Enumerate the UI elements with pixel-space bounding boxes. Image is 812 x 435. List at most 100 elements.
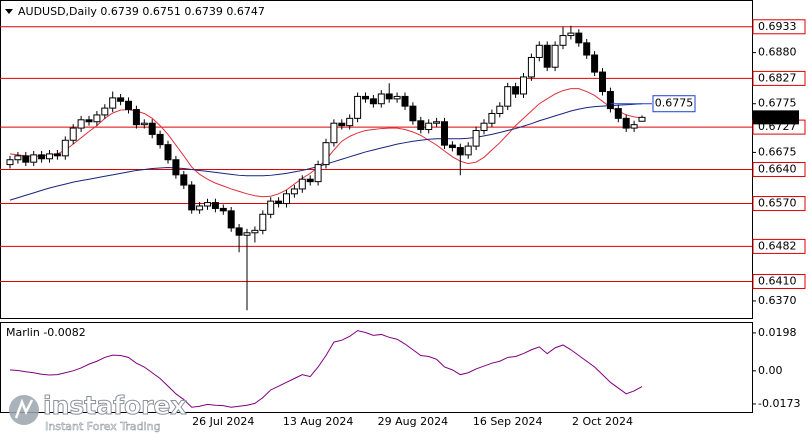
candle-body <box>156 133 164 146</box>
candle-body <box>267 200 275 215</box>
annotation-label: 0.6775 <box>655 97 694 110</box>
candle-body <box>132 109 140 126</box>
candle-body <box>551 44 559 68</box>
level-label-box <box>752 70 806 86</box>
candle-body <box>117 97 125 102</box>
candle-body <box>172 159 180 176</box>
candle-body <box>69 127 77 141</box>
candle-body <box>53 153 61 157</box>
candle-body <box>196 205 204 211</box>
candle-body <box>622 117 630 129</box>
candle-body <box>290 188 298 195</box>
candle-body <box>409 105 417 122</box>
candle-body <box>235 227 243 236</box>
price-panel-frame <box>0 0 753 319</box>
candle-body <box>283 193 290 205</box>
indicator-title: Marlin -0.0082 <box>6 326 86 339</box>
candle-body <box>630 124 638 129</box>
candle-body <box>417 120 425 131</box>
level-label-box <box>752 273 806 289</box>
candle-body <box>346 117 354 127</box>
oscillator-panel-frame <box>0 322 753 413</box>
oscillator-line <box>9 330 643 408</box>
candle-body <box>85 119 93 123</box>
candle-body <box>385 93 393 100</box>
candle-body <box>464 145 472 156</box>
y-tick-label: 0.6370 <box>758 294 797 307</box>
candle-body <box>188 184 196 211</box>
candle-body <box>583 42 591 56</box>
candle-body <box>472 130 480 147</box>
level-label: 0.6827 <box>758 71 797 84</box>
watermark: instaforex Instant Forex Trading <box>9 391 187 433</box>
candle-body <box>614 108 622 119</box>
candle-body <box>330 122 338 144</box>
candle-body <box>543 44 551 68</box>
candle-body <box>251 229 259 234</box>
candle-body <box>298 178 306 190</box>
level-label: 0.6933 <box>758 20 797 33</box>
candle-body <box>93 114 101 123</box>
candle-body <box>148 122 156 135</box>
level-label: 0.6570 <box>758 197 797 210</box>
symbol-marker <box>5 9 13 14</box>
watermark-name: instaforex <box>43 391 187 420</box>
candle-body <box>38 154 46 160</box>
candle-body <box>14 155 22 161</box>
candle-body <box>512 86 520 95</box>
candle-body <box>520 76 527 95</box>
candle-body <box>606 91 614 110</box>
x-tick-label: 13 Aug 2024 <box>283 415 353 428</box>
candle-body <box>591 54 599 73</box>
candle-body <box>433 121 441 124</box>
candle-body <box>6 159 14 166</box>
candle-body <box>338 122 346 127</box>
candle-body <box>259 213 267 231</box>
last-price-box <box>753 110 799 125</box>
candle-body <box>164 144 172 161</box>
last-price-label: 0.6747 <box>758 110 797 123</box>
candle-body <box>22 155 30 163</box>
candle-body <box>125 100 132 111</box>
y-tick-label: 0.00 <box>758 364 783 377</box>
annotation-box <box>652 95 696 113</box>
candle-body <box>575 32 583 44</box>
candle-body <box>480 122 488 132</box>
candle-body <box>425 122 433 131</box>
candle-body <box>401 95 409 107</box>
x-tick-label: 26 Jul 2024 <box>192 415 254 428</box>
level-label-box <box>752 196 806 212</box>
candle-body <box>504 86 512 107</box>
candle-body <box>362 95 369 100</box>
candle-body <box>61 139 69 157</box>
candle-body <box>211 202 219 209</box>
x-tick-label: 29 Aug 2024 <box>378 415 448 428</box>
candle-body <box>496 105 504 114</box>
candle-body <box>46 153 53 160</box>
candle-body <box>77 119 85 129</box>
candle-body <box>377 93 385 105</box>
candle-body <box>140 122 148 126</box>
candle-body <box>243 232 251 236</box>
candle-body <box>369 98 377 105</box>
y-tick-label: 0.6675 <box>758 145 797 158</box>
level-label: 0.6410 <box>758 274 797 287</box>
candle-body <box>275 200 283 205</box>
candle-body <box>30 154 38 163</box>
candle-body <box>456 147 464 156</box>
y-tick-label: 0.6880 <box>758 46 797 59</box>
candle-body <box>354 95 362 119</box>
candle-body <box>448 144 456 149</box>
candle-body <box>227 210 235 229</box>
candle-body <box>101 107 109 116</box>
candle-body <box>638 116 646 122</box>
x-tick-label: 16 Sep 2024 <box>473 415 543 428</box>
candle-body <box>488 112 496 124</box>
candle-body <box>599 71 606 93</box>
candle-body <box>527 56 535 78</box>
chart-title: AUDUSD,Daily 0.6739 0.6751 0.6739 0.6747 <box>18 5 265 18</box>
level-label: 0.6640 <box>758 162 797 175</box>
candle-body <box>559 35 567 46</box>
